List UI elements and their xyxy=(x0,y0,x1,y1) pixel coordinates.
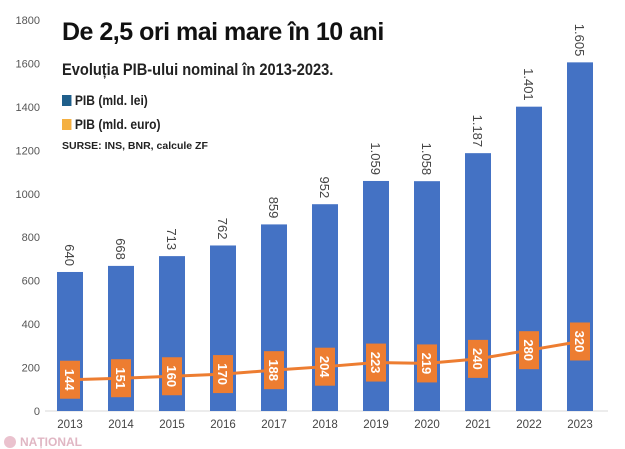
line-label-box xyxy=(60,360,80,399)
bar-data-label: 952 xyxy=(317,177,332,199)
x-tick-label: 2018 xyxy=(312,419,338,431)
line-label-box xyxy=(468,339,488,378)
legend-label-lei: PIB (mld. lei) xyxy=(74,92,148,108)
line-label-box xyxy=(264,351,284,390)
line-data-label: 223 xyxy=(368,352,383,374)
y-tick-label: 1000 xyxy=(16,189,40,201)
y-tick-label: 600 xyxy=(22,276,40,288)
x-tick-label: 2023 xyxy=(567,419,593,431)
line-label-box xyxy=(213,355,233,394)
logo-icon xyxy=(4,436,16,448)
y-tick-label: 1200 xyxy=(16,145,40,157)
x-tick-label: 2022 xyxy=(516,419,542,431)
x-tick-label: 2021 xyxy=(465,419,491,431)
watermark-text: NAȚIONAL xyxy=(20,435,82,449)
bar-data-label: 1.187 xyxy=(470,115,485,148)
x-tick-label: 2016 xyxy=(210,419,236,431)
line-data-label: 151 xyxy=(113,367,128,389)
legend-item-euro: PIB (mld. euro) xyxy=(62,116,161,132)
bar-data-label: 859 xyxy=(266,197,281,219)
x-tick-label: 2015 xyxy=(159,419,185,431)
bar-data-label: 640 xyxy=(62,244,77,266)
chart-source: SURSE: INS, BNR, calcule ZF xyxy=(62,140,208,152)
line-data-label: 219 xyxy=(419,353,434,375)
x-tick-label: 2019 xyxy=(363,419,389,431)
bar-data-label: 668 xyxy=(113,238,128,260)
line-label-box xyxy=(366,343,386,382)
line-data-label: 204 xyxy=(317,356,332,378)
x-tick-label: 2020 xyxy=(414,419,440,431)
line-label-box xyxy=(417,344,437,383)
line-label-box xyxy=(570,322,590,361)
legend-item-lei: PIB (mld. lei) xyxy=(62,92,148,108)
bar-data-label: 1.059 xyxy=(368,142,383,175)
line-data-label: 280 xyxy=(521,339,536,361)
line-label-box xyxy=(315,347,335,386)
legend-swatch-lei xyxy=(62,94,72,106)
line-data-label: 144 xyxy=(62,369,77,391)
legend-swatch-euro xyxy=(62,118,72,130)
chart-title: De 2,5 ori mai mare în 10 ani xyxy=(62,18,384,46)
bar-data-label: 1.605 xyxy=(572,24,587,57)
y-tick-label: 1600 xyxy=(16,58,40,70)
bar-data-label: 713 xyxy=(164,228,179,250)
y-tick-label: 0 xyxy=(34,406,40,418)
line-label-box xyxy=(519,331,539,370)
y-tick-label: 1800 xyxy=(16,15,40,27)
x-tick-label: 2014 xyxy=(108,419,134,431)
x-tick-label: 2013 xyxy=(57,419,83,431)
chart-subtitle: Evoluția PIB-ului nominal în 2013-2023. xyxy=(62,60,334,79)
y-tick-label: 1400 xyxy=(16,102,40,114)
line-data-label: 160 xyxy=(164,365,179,387)
line-label-box xyxy=(162,357,182,396)
x-tick-label: 2017 xyxy=(261,419,287,431)
watermark-logo: NAȚIONAL xyxy=(4,435,82,449)
line-data-label: 170 xyxy=(215,363,230,385)
y-tick-label: 400 xyxy=(22,319,40,331)
line-label-box xyxy=(111,359,131,398)
bar-data-label: 1.058 xyxy=(419,143,434,176)
bar-data-label: 1.401 xyxy=(521,68,536,101)
legend-label-euro: PIB (mld. euro) xyxy=(74,116,161,132)
line-data-label: 240 xyxy=(470,348,485,370)
line-data-label: 188 xyxy=(266,359,281,381)
y-tick-label: 800 xyxy=(22,232,40,244)
y-tick-label: 200 xyxy=(22,363,40,375)
bar-data-label: 762 xyxy=(215,218,230,240)
line-data-label: 320 xyxy=(572,331,587,353)
